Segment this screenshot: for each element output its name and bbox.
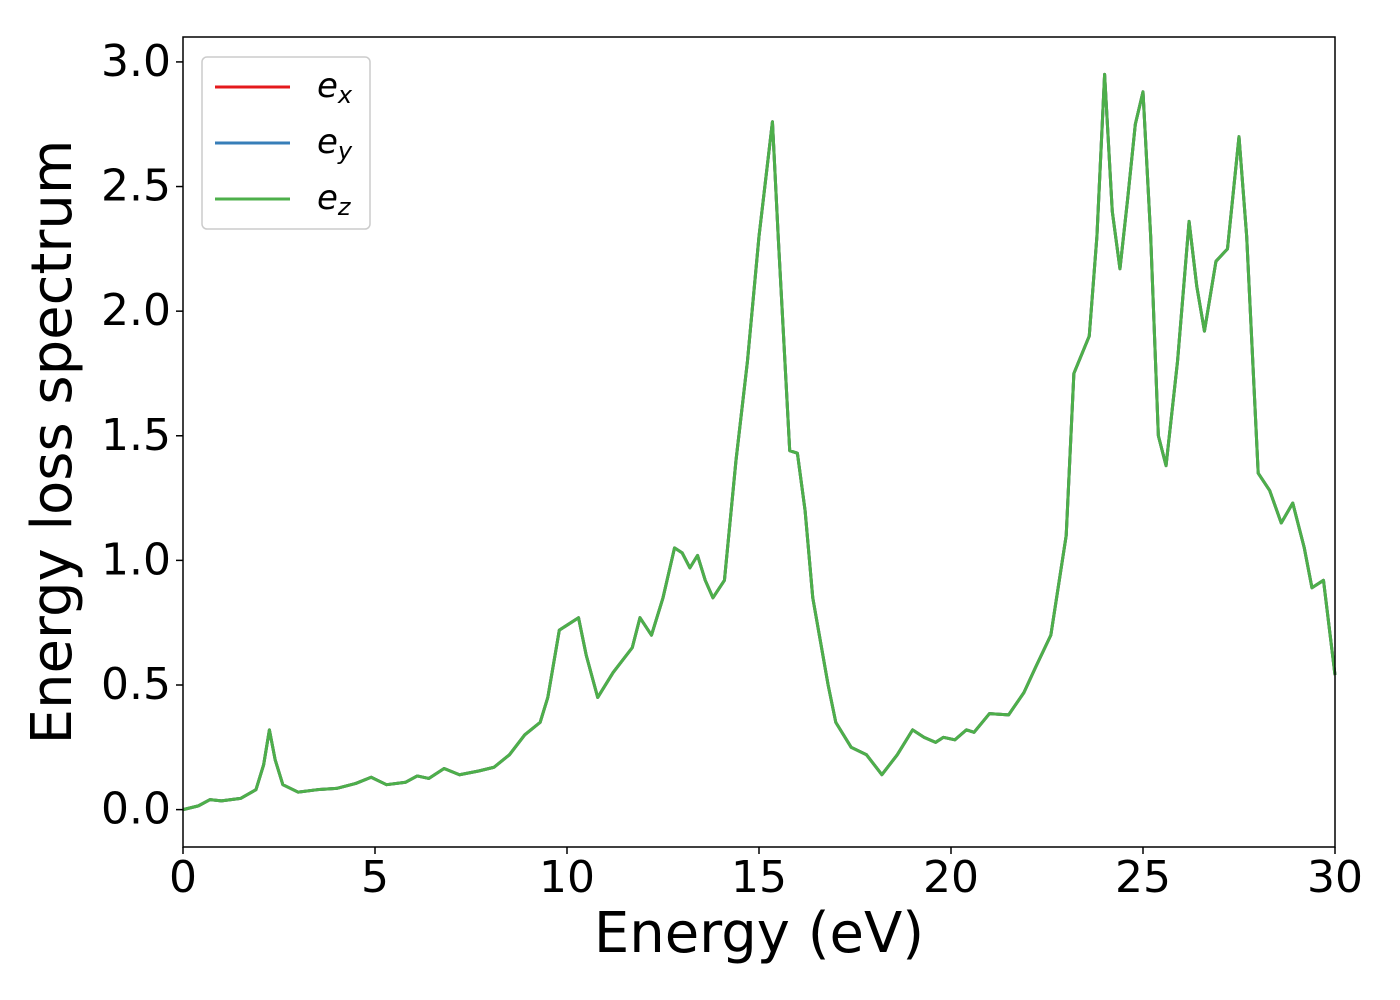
x-tick-label: 10 [539, 852, 595, 903]
x-tick-label: 25 [1115, 852, 1171, 903]
y-axis-label: Energy loss spectrum [20, 140, 85, 745]
y-tick-label: 2.0 [101, 285, 171, 336]
plot-frame [182, 36, 1336, 848]
legend-label: ex [317, 66, 353, 110]
y-tick-label: 2.5 [101, 161, 171, 212]
x-tick-label: 20 [923, 852, 979, 903]
y-tick-label: 3.0 [101, 36, 171, 87]
x-axis-label: Energy (eV) [594, 901, 924, 966]
legend-label: ez [317, 178, 352, 222]
y-tick-label: 0.5 [101, 659, 171, 710]
series-line [182, 72, 1337, 812]
legend-label: ey [317, 122, 353, 166]
y-tick-label: 0.0 [101, 784, 171, 835]
y-tick-label: 1.0 [101, 534, 171, 585]
x-tick-label: 30 [1307, 852, 1363, 903]
y-tick-label: 1.5 [101, 410, 171, 461]
x-tick-label: 5 [361, 852, 389, 903]
x-tick-label: 0 [169, 852, 197, 903]
x-tick-label: 15 [731, 852, 787, 903]
